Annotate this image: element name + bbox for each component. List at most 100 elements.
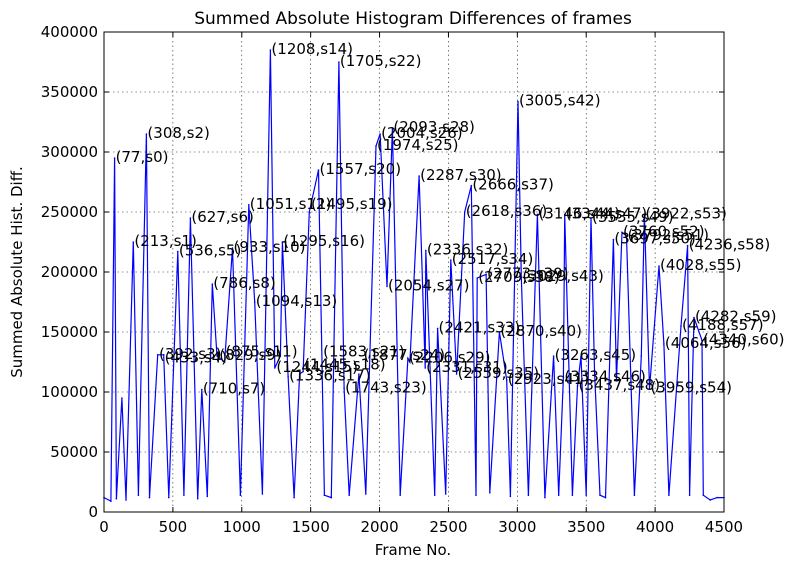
data-point [444,493,447,495]
data-point [544,496,546,499]
data-point [709,499,711,501]
data-point [330,496,333,499]
x-tick-label: 4500 [705,518,743,536]
peak-annotation: (2206,s29) [409,348,491,366]
data-point [580,355,582,357]
data-point [125,499,127,501]
peak-annotation: (4188,s57) [682,316,764,334]
peak-annotation: (1583,s21) [323,342,405,360]
peak-annotation: (2666,s37) [472,176,554,194]
data-point [281,241,284,243]
peak-annotation: (3922,s53) [645,204,727,222]
peak-annotation: (627,s6) [191,208,253,226]
series-line [103,49,724,503]
data-point [115,498,118,500]
data-point [121,397,123,399]
data-point [308,211,311,213]
x-axis-label: Frame No. [375,541,451,559]
data-point [216,355,218,357]
data-point [391,127,394,129]
peak-annotation: (1208,s14) [271,40,353,58]
series-layer [103,49,725,503]
data-point [274,367,276,369]
peak-annotation: (4064,s56) [665,334,747,352]
y-tick-label: 250000 [41,203,98,221]
peak-annotation: (1743,s23) [345,378,427,396]
data-point [433,494,436,497]
peak-annotation: (3760,s52) [623,222,705,240]
data-point [223,361,226,363]
data-point [585,494,587,497]
data-point [379,133,381,135]
data-point [612,238,615,241]
x-tick-label: 1500 [292,518,330,536]
peak-annotation: (1051,s12) [250,195,332,213]
x-tick-label: 4000 [636,518,674,536]
data-point [688,494,691,497]
data-point [476,277,479,279]
data-point [485,273,487,276]
peak-annotation: (786,s8) [213,274,275,292]
peak-annotation: (3437,s48) [579,376,661,394]
peak-annotation: (3959,s54) [650,378,732,396]
data-point [576,385,579,387]
x-tick-label: 3000 [498,518,536,536]
data-point [110,500,112,503]
data-point [517,100,519,103]
peak-annotation: (1877,s24) [364,346,446,364]
peak-annotation: (2709,s38) [478,268,560,286]
data-point [189,217,192,219]
data-point [409,361,411,363]
data-point [615,379,618,381]
data-point [287,375,289,378]
tick-layer: 0 500 1000 1500 2000 2500 3000 3500 4000 4500 0 500… [41,23,743,536]
data-point [424,367,427,369]
peak-annotation: (3792,s51) [627,226,709,244]
data-point [498,331,501,333]
data-point [425,249,427,252]
x-tick-label: 1000 [223,518,261,536]
x-tick-label: 0 [99,518,109,536]
x-tick-label: 2500 [429,518,467,536]
peak-annotation: (2517,s34) [452,250,534,268]
data-point [293,496,295,499]
peak-annotation: (4340,s60) [703,330,785,348]
peak-annotation: (392,s3) [159,345,221,363]
data-point [298,373,301,375]
data-point [658,265,660,267]
data-point [148,496,151,499]
data-point [663,343,665,345]
peak-annotation: (1244,s15) [276,358,358,376]
peak-annotation: (1705,s22) [340,52,422,70]
data-point [470,184,473,187]
data-point [680,325,682,327]
peak-annotation: (213,s1) [134,232,196,250]
x-tick-label: 500 [159,518,188,536]
peak-annotation: (710,s7) [203,380,265,398]
chart-title: Summed Absolute Histogram Differences of… [194,9,632,29]
data-point [145,133,148,135]
data-point [375,145,377,147]
data-point [338,61,340,63]
peak-annotation: (1295,s16) [283,232,365,250]
peak-annotation: (433,s4) [165,348,227,366]
data-point [302,370,304,373]
data-point [206,495,209,498]
data-point [407,357,409,360]
peak-annotation: (4028,s55) [660,256,742,274]
data-point [489,492,491,494]
data-point [261,493,264,495]
annotation-layer: (77,s0)(308,s2)(213,s1)(536,s5)(627,s6)(… [116,40,785,398]
data-point [239,494,242,497]
peak-annotation: (1974,s25) [377,136,459,154]
peak-annotation: (4282,s59) [695,308,777,326]
y-axis-label: Summed Absolute Hist. Diff. [8,166,26,378]
y-tick-label: 50000 [50,443,98,461]
data-point [323,494,326,497]
data-point [557,494,560,497]
peak-annotation: (2331,s31) [426,358,508,376]
data-point [633,494,636,497]
peak-annotation: (2421,s33) [439,318,521,336]
